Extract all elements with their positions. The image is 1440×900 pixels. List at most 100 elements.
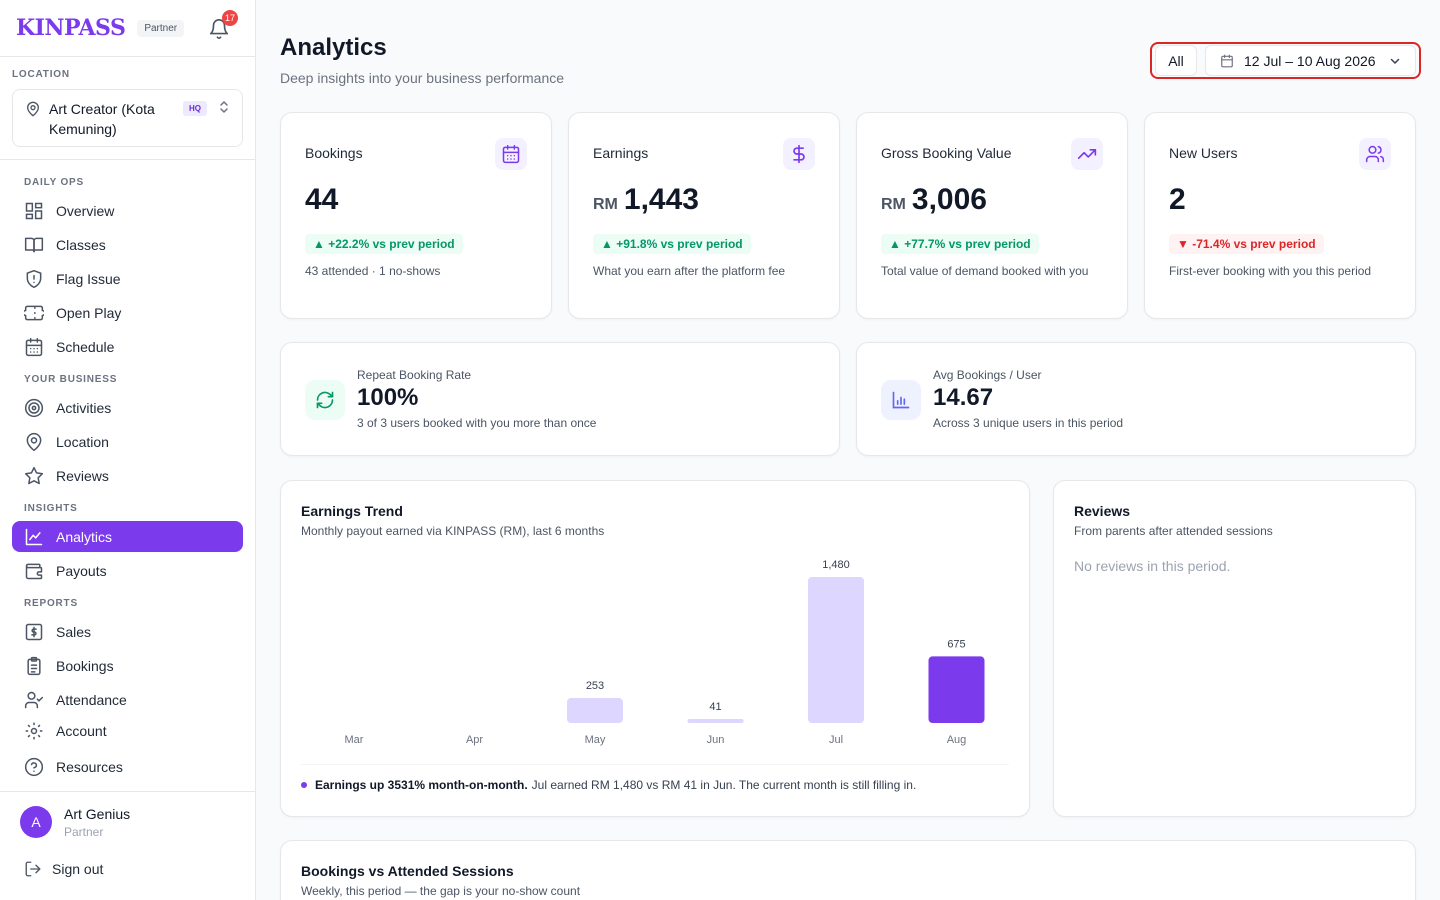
calendar-days-icon <box>24 337 44 357</box>
nav-label: Attendance <box>56 691 127 708</box>
nav-item-bookings[interactable]: Bookings <box>12 650 243 681</box>
location-selector[interactable]: Art Creator (Kota Kemuning) HQ <box>12 89 243 147</box>
line-chart-icon <box>24 527 44 547</box>
x-tick-label: Jul <box>829 734 843 746</box>
dollar-icon <box>783 138 815 170</box>
user-name: Art Genius <box>64 806 131 822</box>
kpi-unit: RM <box>881 196 906 213</box>
bar-chart-icon <box>881 380 921 420</box>
bullet-dot <box>301 782 307 788</box>
panel-subtitle: Monthly payout earned via KINPASS (RM), … <box>301 524 605 538</box>
stat-value: 100% <box>357 384 419 411</box>
kpi-value: 2 <box>1169 183 1186 217</box>
nav-item-flag-issue[interactable]: Flag Issue <box>12 263 243 294</box>
log-out-icon <box>25 861 41 877</box>
kpi-title: Earnings <box>593 145 649 161</box>
nav-item-activities[interactable]: Activities <box>12 392 243 423</box>
kpi-number: 44 <box>305 183 339 216</box>
bar-value-label: 1,480 <box>822 559 850 571</box>
nav-label: Flag Issue <box>56 270 121 287</box>
date-range-picker[interactable]: 12 Jul – 10 Aug 2026 <box>1205 45 1416 76</box>
map-pin-icon <box>27 101 39 117</box>
kpi-number: 2 <box>1169 183 1186 216</box>
nav-item-payouts[interactable]: Payouts <box>12 555 243 586</box>
help-circle-icon <box>24 757 44 777</box>
empty-state-text: No reviews in this period. <box>1074 558 1231 574</box>
wallet-icon <box>24 561 44 581</box>
kpi-value: 44 <box>305 183 338 217</box>
nav-label: Sales <box>56 623 92 640</box>
kpi-note: First-ever booking with you this period <box>1169 264 1372 278</box>
nav-item-location[interactable]: Location <box>12 426 243 457</box>
divider <box>0 791 255 792</box>
brand-row: KINPASS Partner 17 <box>16 10 242 44</box>
calendar-icon <box>495 138 527 170</box>
ticket-icon <box>24 303 44 323</box>
nav-item-overview[interactable]: Overview <box>12 195 243 226</box>
kpi-card-gross-booking-value: Gross Booking Value RM 3,006 ▲ +77.7% vs … <box>856 112 1128 319</box>
nav-item-reviews[interactable]: Reviews <box>12 460 243 491</box>
bar-jul <box>808 577 864 723</box>
layout-grid-icon <box>24 201 44 221</box>
kpi-note: Total value of demand booked with you <box>881 264 1089 278</box>
bar-aug <box>928 656 985 723</box>
kpi-number: 1,443 <box>623 183 699 216</box>
kpi-delta-badge: ▲ +77.7% vs prev period <box>881 234 1039 254</box>
nav-label: Payouts <box>56 562 107 579</box>
your-business-label: YOUR BUSINESS <box>24 374 118 385</box>
nav-label: Bookings <box>56 657 114 674</box>
partner-badge: Partner <box>137 19 185 37</box>
location-name: Art Creator (Kota Kemuning) <box>49 101 155 137</box>
user-avatar[interactable]: A <box>20 806 52 838</box>
date-range-label: 12 Jul – 10 Aug 2026 <box>1244 52 1376 69</box>
kpi-card-bookings: Bookings 44 ▲ +22.2% vs prev period 43 a… <box>280 112 552 319</box>
kpi-value: RM 3,006 <box>881 183 987 217</box>
filter-highlight <box>1150 42 1421 79</box>
clipboard-list-icon <box>24 656 44 676</box>
nav-item-schedule[interactable]: Schedule <box>12 331 243 362</box>
kpi-card-new-users: New Users 2 ▼ -71.4% vs prev period Firs… <box>1144 112 1416 319</box>
nav-item-resources[interactable]: Resources <box>12 751 243 782</box>
page-subtitle: Deep insights into your business perform… <box>280 70 565 86</box>
page-title: Analytics <box>280 34 387 61</box>
map-pin-icon <box>24 432 44 452</box>
all-filter-button[interactable]: All <box>1155 45 1197 76</box>
stat-value: 14.67 <box>933 384 994 411</box>
reports-label: REPORTS <box>24 598 78 609</box>
nav-item-account[interactable]: Account <box>12 715 243 746</box>
daily-ops-label: DAILY OPS <box>24 177 84 188</box>
nav-item-classes[interactable]: Classes <box>12 229 243 260</box>
reviews-panel: Reviews From parents after attended sess… <box>1053 480 1416 817</box>
sidebar: KINPASS Partner 17 LOCATION Art Creator … <box>0 0 256 900</box>
x-tick-label: May <box>585 734 606 746</box>
bar-value-label: 253 <box>586 680 604 692</box>
nav-label: Account <box>56 722 107 739</box>
nav-label: Overview <box>56 202 115 219</box>
nav-item-sales[interactable]: Sales <box>12 616 243 647</box>
earnings-insight: Earnings up 3531% month-on-month. Jul ea… <box>301 778 916 792</box>
kpi-number: 3,006 <box>911 183 987 216</box>
stat-note: 3 of 3 users booked with you more than o… <box>357 416 597 430</box>
divider <box>0 159 255 160</box>
nav-label: Location <box>56 433 109 450</box>
notifications-button[interactable] <box>208 18 230 40</box>
book-open-icon <box>24 235 44 255</box>
sign-out-button[interactable]: Sign out <box>24 860 103 878</box>
panel-title: Earnings Trend <box>301 503 403 519</box>
x-tick-label: Mar <box>345 734 364 746</box>
panel-subtitle: From parents after attended sessions <box>1074 524 1273 538</box>
kpi-delta-badge: ▼ -71.4% vs prev period <box>1169 234 1324 254</box>
stat-label: Avg Bookings / User <box>933 368 1042 382</box>
star-icon <box>24 466 44 486</box>
nav-label: Classes <box>56 236 106 253</box>
nav-item-analytics[interactable]: Analytics <box>12 521 243 552</box>
nav-item-open-play[interactable]: Open Play <box>12 297 243 328</box>
kpi-value: RM 1,443 <box>593 183 699 217</box>
kpi-title: New Users <box>1169 145 1238 161</box>
sign-out-label: Sign out <box>52 861 104 877</box>
x-tick-label: Jun <box>707 734 725 746</box>
kinpass-logo[interactable]: KINPASS <box>16 15 126 41</box>
earnings-bar-chart: Mar Apr 253 May 41 Jun 1,480 Jul 675 Aug <box>345 559 985 746</box>
nav-item-attendance[interactable]: Attendance <box>12 684 243 715</box>
nav-label: Analytics <box>56 528 113 545</box>
